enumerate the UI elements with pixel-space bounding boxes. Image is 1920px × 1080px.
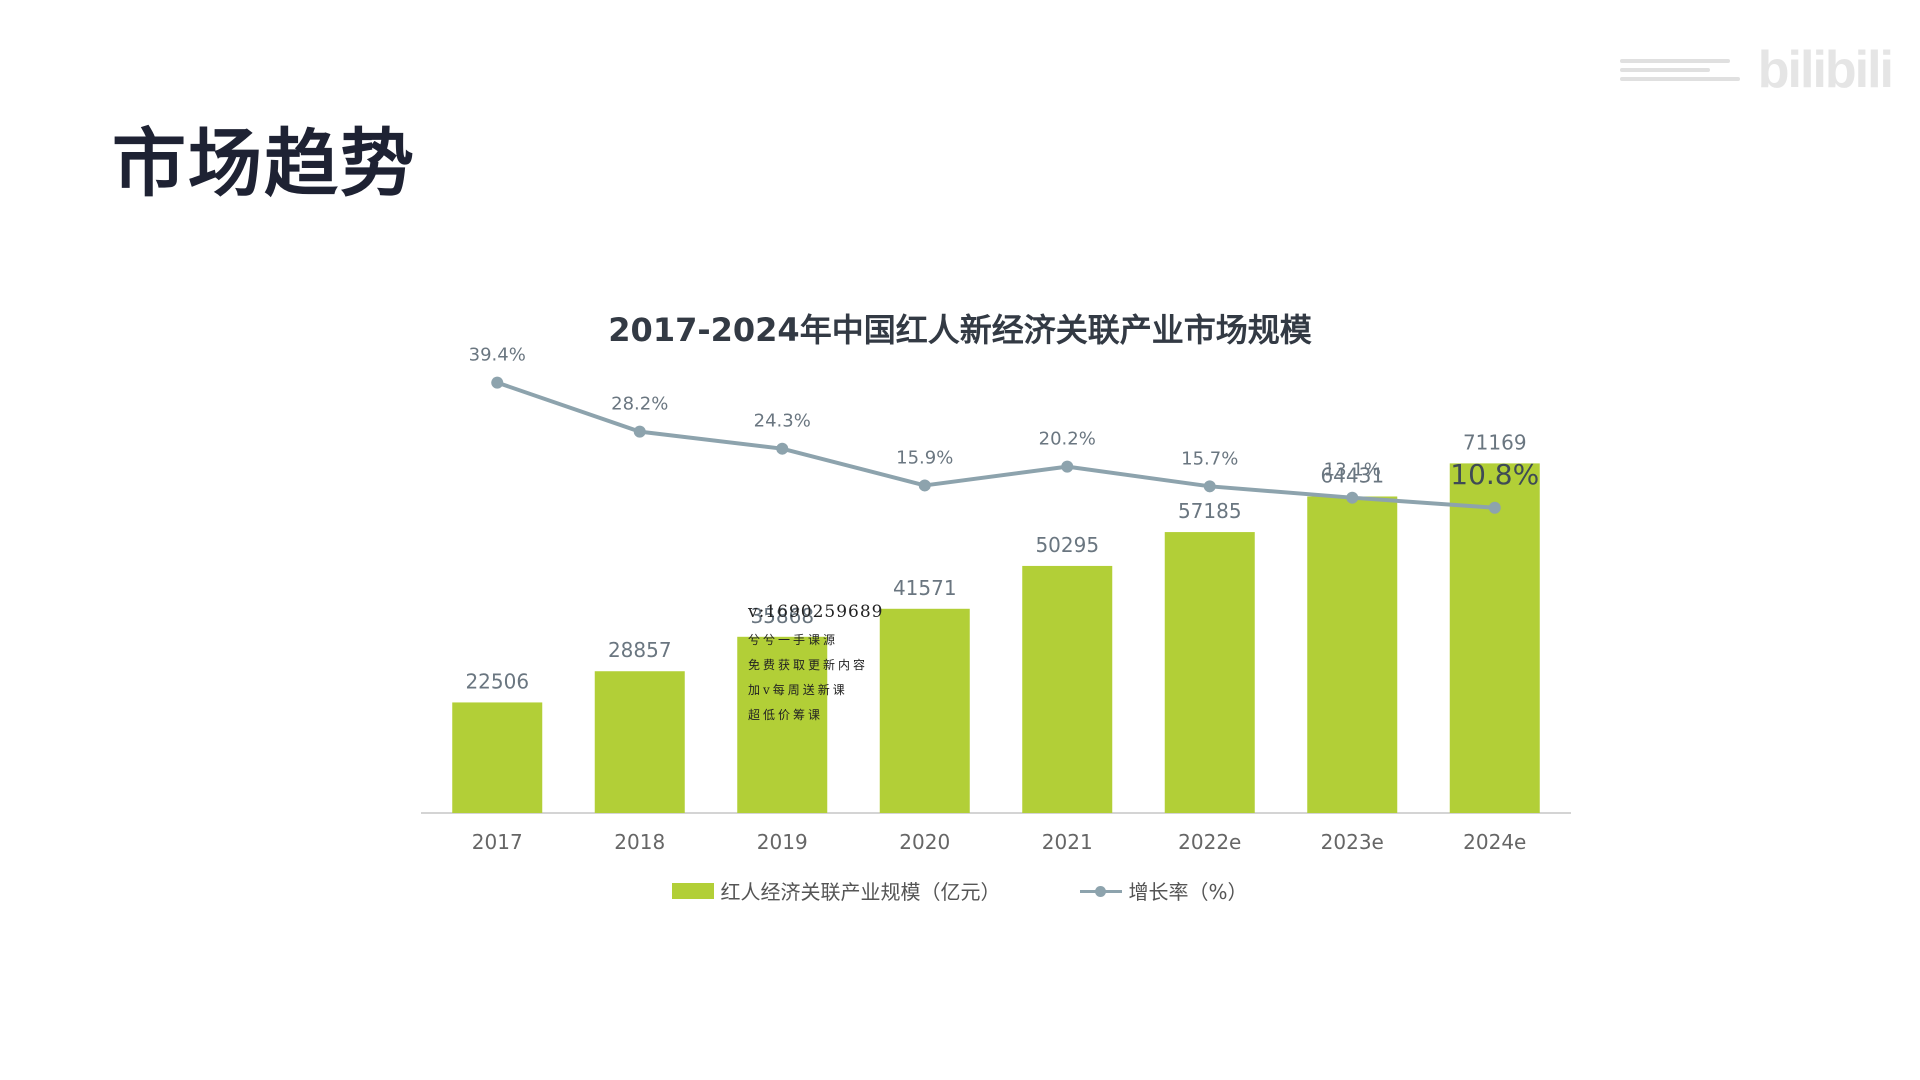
chart-title: 2017-2024年中国红人新经济关联产业市场规模 xyxy=(608,311,1312,349)
bar xyxy=(1164,532,1255,813)
watermark-text: bilibili xyxy=(1757,41,1894,99)
overlay-line: 加v每周送新课 xyxy=(748,683,848,697)
legend-label-line: 增长率（%） xyxy=(1128,880,1248,904)
page-title: 市场趋势 xyxy=(112,121,416,207)
growth-point xyxy=(1488,501,1501,514)
bar xyxy=(737,636,828,813)
overlay-line: 超低价筹课 xyxy=(748,708,824,722)
legend-label-bar: 红人经济关联产业规模（亿元） xyxy=(720,880,1001,904)
legend-item-bar: 红人经济关联产业规模（亿元） xyxy=(672,876,1000,905)
x-tick-label: 2024e xyxy=(1463,830,1526,854)
bar-value-label: 57185 xyxy=(1178,499,1242,523)
overlay-contact: v:1690259689 xyxy=(748,602,884,622)
growth-line xyxy=(496,380,1495,510)
bar-value-label: 35868 xyxy=(750,604,814,628)
x-tick-label: 2022e xyxy=(1178,830,1241,854)
growth-value-label: 15.9% xyxy=(896,447,953,468)
overlay-note: v:1690259689 兮兮一手课源 免费获取更新内容 加v每周送新课 超低价… xyxy=(748,600,884,728)
growth-value-label: 20.2% xyxy=(1039,429,1096,450)
bar xyxy=(1022,565,1113,813)
growth-value-label: 28.2% xyxy=(611,394,668,415)
bar-value-label: 41571 xyxy=(893,576,957,600)
bar xyxy=(879,608,970,813)
x-tick-label: 2017 xyxy=(472,830,523,854)
growth-value-label: 39.4% xyxy=(469,345,526,366)
bar xyxy=(1449,463,1540,813)
growth-point xyxy=(491,376,504,389)
x-tick-label: 2018 xyxy=(614,830,665,854)
growth-value-label: 10.8% xyxy=(1450,458,1539,491)
growth-value-label: 15.7% xyxy=(1181,448,1238,469)
growth-value-label: 24.3% xyxy=(754,411,811,432)
x-tick-label: 2021 xyxy=(1042,830,1093,854)
x-tick-label: 2020 xyxy=(899,830,950,854)
growth-point xyxy=(1346,491,1359,504)
growth-point xyxy=(918,479,931,492)
bar xyxy=(594,671,685,813)
bar-value-label: 64431 xyxy=(1320,463,1384,487)
legend-bar-swatch xyxy=(672,882,715,899)
legend-line-swatch xyxy=(1080,883,1123,899)
bilibili-logo-icon: bilibili xyxy=(1592,40,1894,100)
legend-item-line: 增长率（%） xyxy=(1080,876,1248,905)
bar-value-label: 50295 xyxy=(1035,533,1099,557)
x-tick-label: 2019 xyxy=(757,830,808,854)
chart-legend: 红人经济关联产业规模（亿元） 增长率（%） xyxy=(0,876,1920,905)
bar-value-label: 71169 xyxy=(1463,430,1527,454)
growth-point xyxy=(1203,480,1216,493)
overlay-line: 兮兮一手课源 xyxy=(748,633,839,647)
bar-value-label: 22506 xyxy=(465,669,529,693)
growth-point xyxy=(633,425,646,438)
growth-point xyxy=(776,442,789,455)
growth-value-label: 13.1% xyxy=(1324,460,1381,481)
growth-point xyxy=(1061,460,1074,473)
x-tick-label: 2023e xyxy=(1321,830,1384,854)
bar xyxy=(452,702,543,813)
bar xyxy=(1307,496,1398,813)
overlay-line: 免费获取更新内容 xyxy=(748,658,869,672)
bar-value-label: 28857 xyxy=(608,638,672,662)
watermark-bars xyxy=(1619,59,1740,81)
